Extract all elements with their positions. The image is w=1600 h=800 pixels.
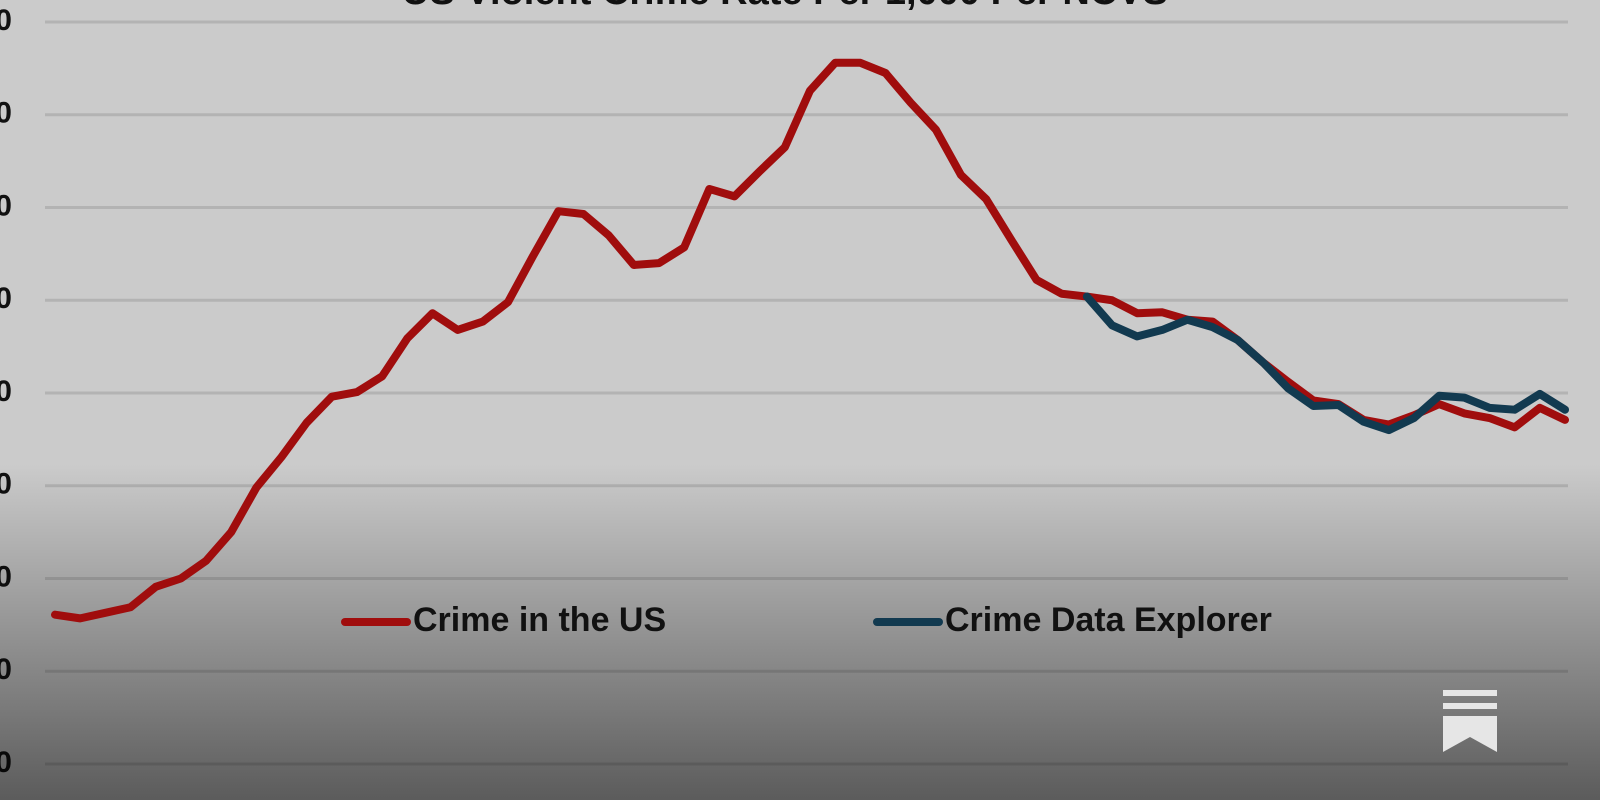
- legend: Crime in the US Crime Data Explorer: [341, 601, 1272, 639]
- chart-title: US Violent Crime Rate Per 1,000 Per NCVS: [402, 0, 1168, 13]
- icon-flag: [1443, 716, 1497, 752]
- icon-bar: [1443, 703, 1497, 709]
- plot: [51, 58, 1569, 623]
- legend-label: Crime Data Explorer: [945, 601, 1272, 639]
- series-line: [51, 58, 1569, 623]
- icon-bar: [1443, 690, 1497, 696]
- bookmark-icon[interactable]: [1443, 690, 1497, 752]
- legend-label: Crime in the US: [413, 601, 666, 639]
- series-line: [1082, 292, 1569, 435]
